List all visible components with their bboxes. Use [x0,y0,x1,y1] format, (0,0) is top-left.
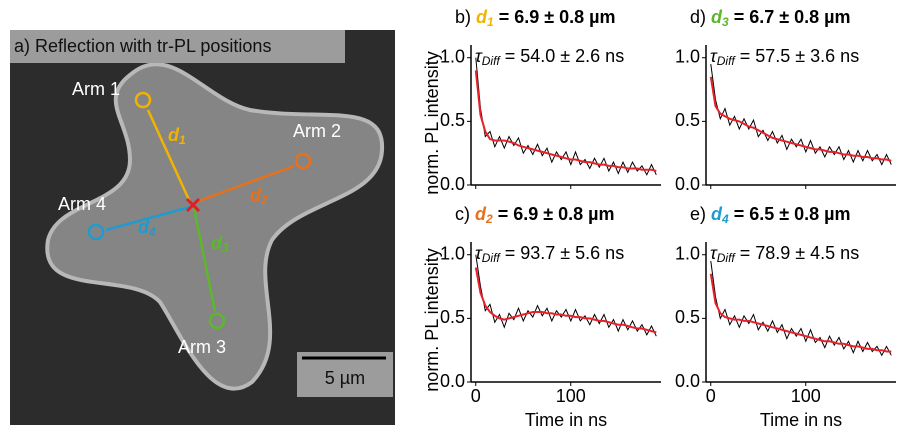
trace [709,76,892,162]
title-symbol: d [476,7,488,27]
distance-label: d3 [211,233,229,255]
chart-title: b) d1 = 6.9 ± 0.8 µm [455,7,616,29]
arrow [192,207,217,312]
x-axis-label: Time in ns [525,410,607,430]
trace [709,273,892,353]
distance-label: d1 [168,125,186,147]
x-tick-label: 0 [471,386,481,406]
panel-a: a) Reflection with tr-PL positions Arm 1… [10,30,395,425]
title-box [10,30,345,63]
position [134,91,152,109]
y-tick-label: 1.0 [440,243,465,263]
arrow [195,164,295,204]
arm-label: Arm 3 [178,337,226,357]
annotation-symbol: τ [475,46,483,66]
trace [475,254,657,337]
y-tick-label: 0.5 [440,307,465,327]
y-tick-label: 0.0 [675,371,700,391]
arrow [105,205,191,232]
panel-label: b) [455,7,471,27]
symbol: d [211,233,223,253]
trace [474,70,657,172]
title-text: = 6.9 ± 0.8 µm [493,204,615,224]
annotation: τDiff = 93.7 ± 5.6 ns [475,243,624,265]
symbol: d [138,217,150,237]
panel-label: e) [690,204,706,224]
trace [710,261,892,357]
annotation-text: = 78.9 ± 4.5 ns [735,243,859,263]
y-tick-label: 1.0 [440,46,465,66]
subscript: 2 [260,193,268,207]
subscript: 4 [148,225,156,239]
y-tick-label: 0.0 [440,174,465,194]
scale-label: 5 µm [325,368,365,388]
y-tick-label: 0.0 [675,174,700,194]
chart-title: c) d2 = 6.9 ± 0.8 µm [455,204,615,226]
panel-label: d) [690,7,706,27]
position [294,152,312,170]
y-axis-label: norm. PL intensity [422,248,442,391]
trace [475,57,657,176]
title-symbol: d [475,204,487,224]
distance-label: d4 [138,217,156,239]
title-text: = 6.9 ± 0.8 µm [494,7,616,27]
y-tick-label: 0.5 [675,307,700,327]
symbol: d [250,185,262,205]
arrow [146,109,192,203]
annotation: τDiff = 57.5 ± 3.6 ns [710,46,859,68]
x-tick-label: 100 [791,386,821,406]
crystal [45,62,385,391]
annotation-subscript: Diff [482,54,502,68]
title-text: = 6.5 ± 0.8 µm [729,204,851,224]
title-subscript: 3 [722,15,729,29]
annotation-subscript: Diff [717,251,737,265]
arm-label: Arm 1 [72,79,120,99]
y-tick-label: 0.5 [440,110,465,130]
y-tick-label: 1.0 [675,243,700,263]
position [208,312,226,330]
trace [710,64,892,166]
annotation: τDiff = 54.0 ± 2.6 ns [475,46,624,68]
x-axis-label: Time in ns [760,410,842,430]
arrows [87,91,312,330]
annotation-subscript: Diff [482,251,502,265]
annotation-symbol: τ [475,243,483,263]
y-tick-label: 0.5 [675,110,700,130]
subscript: 3 [222,241,229,255]
arm-label: Arm 2 [293,121,341,141]
annotation-text: = 93.7 ± 5.6 ns [500,243,624,263]
x-tick-label: 0 [706,386,716,406]
annotation-subscript: Diff [717,54,737,68]
annotation-text: = 54.0 ± 2.6 ns [500,46,624,66]
title-text: = 6.7 ± 0.8 µm [729,7,851,27]
trace [474,267,657,334]
subscript: 1 [179,133,186,147]
title-subscript: 2 [485,212,493,226]
title-symbol: d [711,7,723,27]
title-symbol: d [711,204,723,224]
annotation-text: = 57.5 ± 3.6 ns [735,46,859,66]
panel-title: a) Reflection with tr-PL positions [14,36,271,56]
position [87,223,105,241]
y-tick-label: 0.0 [440,371,465,391]
symbol: d [168,125,180,145]
title-subscript: 1 [487,15,494,29]
center [185,197,201,213]
chart-title: e) d4 = 6.5 ± 0.8 µm [690,204,851,226]
distance-label: d2 [250,185,268,207]
annotation: τDiff = 78.9 ± 4.5 ns [710,243,859,265]
title-subscript: 4 [721,212,729,226]
y-axis-label: norm. PL intensity [422,51,442,194]
x-tick-label: 100 [556,386,586,406]
annotation-symbol: τ [710,46,718,66]
annotation-symbol: τ [710,243,718,263]
chart-title: d) d3 = 6.7 ± 0.8 µm [690,7,851,29]
y-tick-label: 1.0 [675,46,700,66]
panel-label: c) [455,204,470,224]
arm-label: Arm 4 [58,194,106,214]
